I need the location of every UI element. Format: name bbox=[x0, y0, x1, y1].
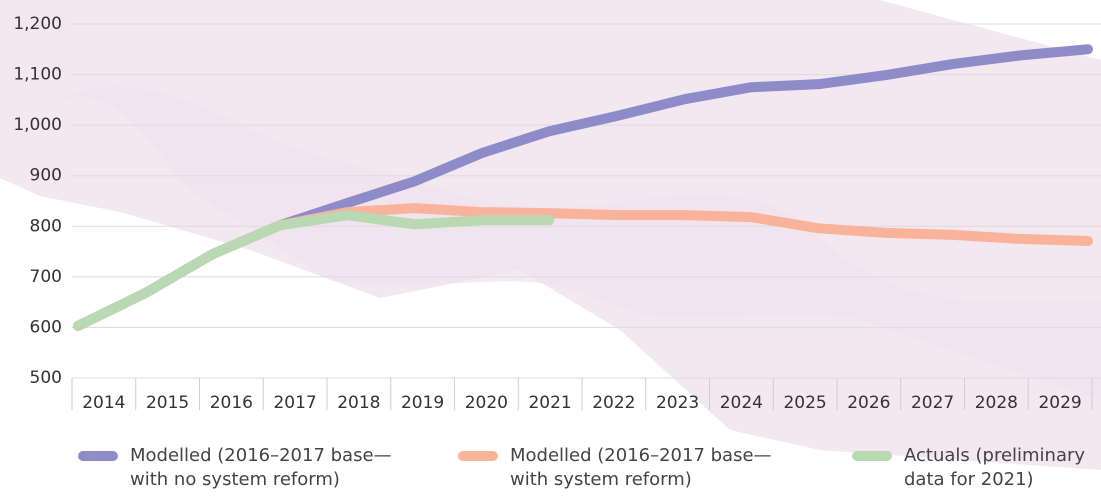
legend-label: Modelled (2016–2017 base—with no system … bbox=[130, 444, 400, 492]
y-tick-label: 800 bbox=[30, 216, 62, 236]
x-tick-label: 2017 bbox=[273, 393, 316, 413]
x-tick-label: 2029 bbox=[1038, 393, 1081, 413]
x-tick-label: 2020 bbox=[465, 393, 508, 413]
y-tick-label: 900 bbox=[30, 166, 62, 186]
x-tick-label: 2014 bbox=[82, 393, 125, 413]
y-tick-label: 700 bbox=[30, 267, 62, 287]
legend-swatch bbox=[78, 451, 118, 461]
y-tick-label: 1,200 bbox=[13, 14, 62, 34]
x-tick-label: 2028 bbox=[975, 393, 1018, 413]
x-tick-label: 2026 bbox=[847, 393, 890, 413]
x-tick-label: 2019 bbox=[401, 393, 444, 413]
legend-swatch bbox=[458, 451, 498, 461]
page: 500 600 700 800 900 1,000 1,100 1,200 2014 2015 20… bbox=[0, 0, 1101, 496]
x-tick-label: 2022 bbox=[592, 393, 635, 413]
y-tick-label: 600 bbox=[30, 317, 62, 337]
chart: 500 600 700 800 900 1,000 1,100 1,200 2014 2015 20… bbox=[0, 0, 1101, 496]
x-tick-label: 2027 bbox=[911, 393, 954, 413]
x-tick-label: 2024 bbox=[720, 393, 763, 413]
x-tick-label: 2025 bbox=[783, 393, 826, 413]
legend-label: Actuals (preliminary data for 2021) bbox=[904, 444, 1099, 492]
legend-item: Modelled (2016–2017 base—with system ref… bbox=[458, 444, 788, 492]
x-tick-label: 2021 bbox=[528, 393, 571, 413]
x-tick-label: 2016 bbox=[210, 393, 253, 413]
y-tick-label: 500 bbox=[30, 368, 62, 388]
y-tick-label: 1,000 bbox=[13, 115, 62, 135]
legend-item: Modelled (2016–2017 base—with no system … bbox=[78, 444, 408, 492]
x-tick-label: 2023 bbox=[656, 393, 699, 413]
y-tick-label: 1,100 bbox=[13, 65, 62, 85]
legend-swatch bbox=[852, 451, 892, 461]
legend-item: Actuals (preliminary data for 2021) bbox=[852, 444, 1101, 492]
x-tick-label: 2015 bbox=[146, 393, 189, 413]
legend-label: Modelled (2016–2017 base—with system ref… bbox=[510, 444, 780, 492]
x-tick-label: 2018 bbox=[337, 393, 380, 413]
